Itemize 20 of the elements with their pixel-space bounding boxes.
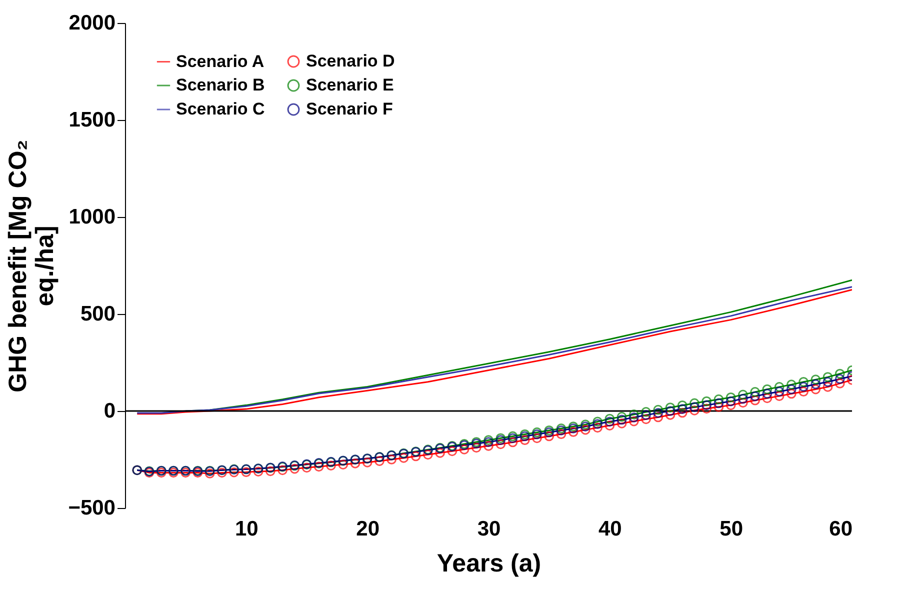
legend-label: Scenario A [176, 52, 264, 71]
legend-label: Scenario E [306, 76, 394, 94]
y-tick-label: 1500 [68, 108, 116, 132]
x-tick-label: 10 [234, 518, 258, 540]
legend-label: Scenario F [306, 100, 393, 118]
y-tick-label: 500 [80, 302, 116, 326]
y-tick-label: 1000 [68, 206, 116, 228]
y-tick-label: 0 [104, 400, 116, 422]
x-axis-title: Years (a) [436, 550, 542, 578]
legend-label: Scenario D [306, 52, 395, 71]
y-tick-label: −500 [68, 496, 116, 520]
x-tick-label: 20 [356, 518, 380, 540]
legend-label: Scenario C [176, 100, 265, 118]
x-tick-label: 50 [720, 518, 744, 540]
y-axis-title: GHG benefit [Mg CO₂ eq./ha] [4, 140, 60, 392]
legend-label: Scenario B [176, 76, 265, 94]
x-tick-label: 40 [598, 518, 622, 540]
x-tick-label: 60 [829, 518, 852, 540]
y-tick-label: 2000 [68, 12, 116, 34]
x-tick-label: 30 [477, 518, 501, 540]
